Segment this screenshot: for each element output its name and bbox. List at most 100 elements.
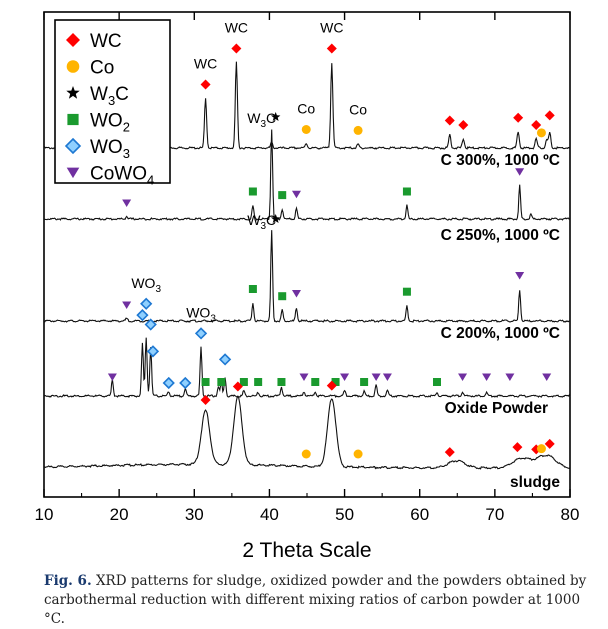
co-marker [353,125,363,135]
peak-annotation: WC [194,56,217,72]
wo3-marker [144,318,157,331]
wc-marker [544,438,555,449]
legend-box [54,19,171,184]
peak-annotation: Co [297,101,315,117]
wo2-marker [311,378,320,386]
series-label: C 300%, 1000 ºC [441,152,560,169]
peak-annotation: WC [320,20,343,36]
wc-marker [513,112,524,123]
xrd-pattern-line [43,337,571,399]
peak-annotation: W3C [247,110,276,130]
wo3-marker [140,297,153,310]
wc-marker [531,119,542,130]
co-marker [536,128,546,138]
cowo4-marker [340,373,350,381]
cowo4-marker [458,373,468,381]
x-tick-label: 80 [561,505,580,524]
cowo4-marker [299,373,309,381]
cowo4-marker [542,373,552,381]
cowo4-marker [291,190,301,199]
w3c-marker [66,86,80,99]
wo2-marker [248,187,257,196]
wo2-marker [360,378,369,386]
wo2-marker [432,378,441,386]
wo2-marker [278,191,287,200]
cowo4-marker [107,373,117,381]
wo2-marker [248,285,257,293]
legend-label: WO2 [90,111,130,135]
cowo4-marker [515,168,525,176]
series-label: C 250%, 1000 ºC [441,227,560,244]
wo3-marker [162,376,175,390]
cowo4-marker [66,167,80,179]
wc-marker [326,43,337,54]
cowo4-marker [505,373,515,381]
w3c-marker [270,214,281,223]
co-marker [536,444,546,454]
co-marker [66,60,80,73]
wo3-marker [146,345,160,358]
wo2-marker [201,378,210,386]
legend-label: Co [90,58,114,79]
x-tick-label: 10 [35,505,54,524]
x-tick-label: 30 [185,505,204,524]
peak-annotation: WC [225,20,248,36]
co-marker [301,449,311,459]
wo3-marker [64,137,82,155]
wo2-marker [217,378,226,386]
wc-marker [444,447,455,458]
wc-marker [326,380,337,391]
legend-label: W3C [90,84,129,108]
xrd-pattern-line [43,230,571,323]
series-label: sludge [510,474,560,491]
wo2-marker [402,187,411,196]
wc-marker [458,120,469,130]
cowo4-marker [382,373,392,381]
x-axis-title: 2 Theta Scale [242,539,371,562]
x-axis: 10 20 30 40 50 60 70 80 [35,12,580,524]
w3c-marker [270,112,281,121]
cowo4-marker [482,373,492,381]
wc-marker [232,381,243,392]
wc-marker [200,395,211,405]
wo2-marker [67,113,79,126]
trace-group: W3C C 250%, 1000 ºC [43,110,571,244]
series-label: C 200%, 1000 ºC [441,325,560,342]
peak-annotation: WO3 [131,275,161,295]
caption-text: XRD patterns for sludge, oxidized powder… [44,573,587,627]
x-tick-label: 60 [410,505,429,524]
peak-annotation: WO3 [186,304,216,324]
wo2-marker [277,378,286,386]
wo2-marker [239,378,248,386]
x-tick-label: 40 [260,505,279,524]
wo3-marker [136,309,149,322]
wo2-marker [331,378,340,386]
wc-marker [544,110,555,121]
trace-group: sludge [43,380,571,491]
series-label: Oxide Powder [445,400,548,417]
x-tick-label: 20 [110,505,129,524]
trace-group: WO3 WO3 Oxide Powder [43,275,571,417]
wc-marker [231,43,242,54]
wo3-marker [179,376,192,390]
wo2-marker [402,287,411,296]
peak-annotation: Co [349,101,367,117]
cowo4-marker [371,373,381,381]
co-marker [301,125,311,134]
peak-annotation: W3C [247,212,276,232]
xrd-chart: 10 20 30 40 50 60 70 80 2 Theta Scale WC WC Co WC C… [35,11,580,562]
figure-caption: Fig. 6. XRD patterns for sludge, oxidize… [44,572,604,629]
x-tick-label: 70 [485,505,504,524]
legend-label: WO3 [90,137,130,161]
caption-label: Fig. 6. [44,573,92,589]
xrd-pattern-line [43,395,571,470]
wo2-marker [254,378,263,386]
co-marker [353,449,363,459]
x-tick-label: 50 [335,505,354,524]
wo3-marker [194,327,208,340]
cowo4-marker [515,272,525,280]
cowo4-marker [122,199,132,207]
wc-marker [200,79,211,90]
legend-label: WC [90,31,122,52]
